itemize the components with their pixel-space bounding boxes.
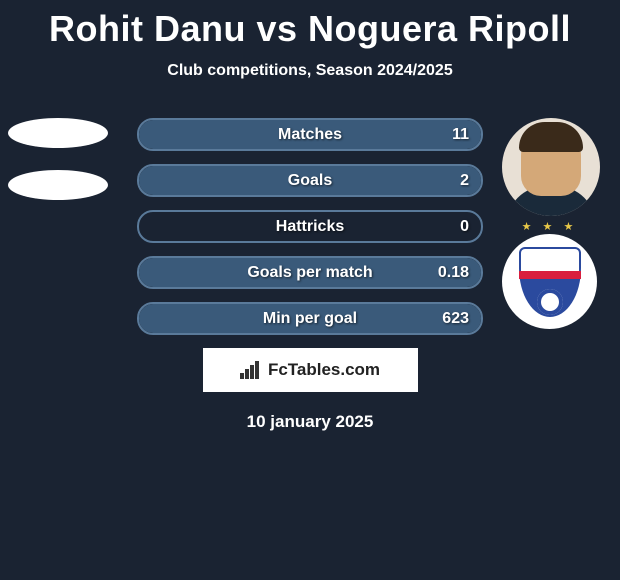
stat-label: Min per goal (263, 310, 357, 328)
date-label: 10 january 2025 (0, 412, 620, 432)
right-club-badge: ★ ★ ★ (502, 234, 597, 329)
stat-label: Hattricks (276, 218, 344, 236)
star-icon: ★ ★ ★ (502, 220, 597, 233)
left-club-badge-placeholder (8, 170, 108, 200)
brand-label: FcTables.com (268, 360, 380, 380)
stat-rows: Matches 11 Goals 2 Hattricks 0 Goals per… (137, 118, 483, 335)
stat-row-goals: Goals 2 (137, 164, 483, 197)
subtitle: Club competitions, Season 2024/2025 (0, 62, 620, 80)
stat-label: Goals (288, 172, 332, 190)
stat-value: 0.18 (438, 264, 469, 282)
stat-label: Matches (278, 126, 342, 144)
stat-value: 0 (460, 218, 469, 236)
stat-value: 623 (442, 310, 469, 328)
right-player-avatar (502, 118, 600, 216)
stats-area: ★ ★ ★ Matches 11 Goals 2 Hattricks 0 Goa… (0, 118, 620, 335)
shield-icon (519, 247, 581, 317)
brand-watermark[interactable]: FcTables.com (203, 348, 418, 392)
right-player-column: ★ ★ ★ (502, 118, 600, 329)
stat-row-min-per-goal: Min per goal 623 (137, 302, 483, 335)
left-player-column (8, 118, 108, 222)
stat-row-matches: Matches 11 (137, 118, 483, 151)
stat-row-hattricks: Hattricks 0 (137, 210, 483, 243)
bar-chart-icon (240, 361, 262, 379)
stat-row-goals-per-match: Goals per match 0.18 (137, 256, 483, 289)
stat-value: 2 (460, 172, 469, 190)
stat-value: 11 (452, 126, 469, 144)
page-title: Rohit Danu vs Noguera Ripoll (0, 0, 620, 50)
stat-label: Goals per match (247, 264, 372, 282)
left-player-avatar-placeholder (8, 118, 108, 148)
